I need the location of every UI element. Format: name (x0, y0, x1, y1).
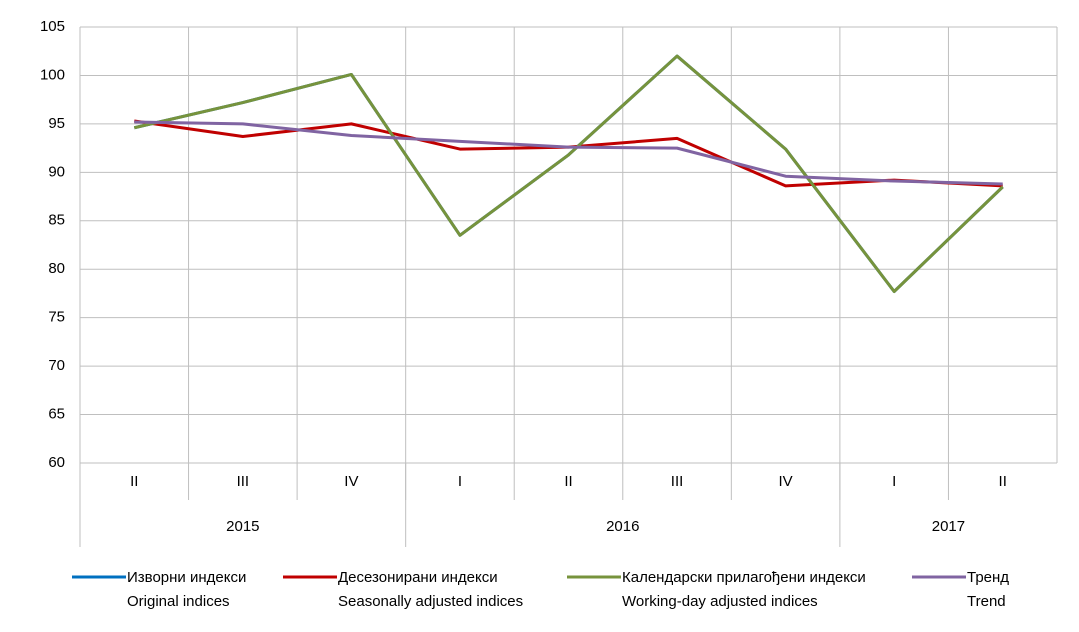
y-tick-label: 75 (48, 309, 65, 326)
y-tick-label: 80 (48, 260, 65, 277)
x-tick-label: II (130, 473, 138, 490)
x-tick-label: IV (779, 473, 793, 490)
x-tick-label: III (237, 473, 250, 490)
y-tick-label: 95 (48, 115, 65, 132)
y-tick-label: 100 (40, 66, 65, 83)
x-tick-label: II (564, 473, 572, 490)
series-line (134, 120, 1003, 186)
y-tick-label: 65 (48, 406, 65, 423)
y-tick-label: 85 (48, 212, 65, 229)
series-line (133, 54, 1004, 294)
y-tick-label: 90 (48, 163, 65, 180)
series-line (133, 54, 1004, 294)
legend-label-en: Trend (967, 593, 1006, 610)
y-tick-label: 70 (48, 357, 65, 374)
legend-label: Десезонирани индекси (338, 569, 498, 586)
year-label: 2015 (226, 518, 259, 535)
year-label: 2017 (932, 518, 965, 535)
y-tick-label: 105 (40, 18, 65, 35)
legend-label: Тренд (967, 569, 1009, 586)
legend-label-en: Original indices (127, 593, 230, 610)
legend-label: Изворни индекси (127, 569, 246, 586)
year-label: 2016 (606, 518, 639, 535)
legend-label-en: Seasonally adjusted indices (338, 593, 523, 610)
x-tick-label: I (458, 473, 462, 490)
x-tick-label: II (999, 473, 1007, 490)
x-tick-label: IV (344, 473, 358, 490)
x-tick-label: I (892, 473, 896, 490)
legend-label: Календарски прилагођени индекси (622, 569, 866, 586)
legend-label-en: Working-day adjusted indices (622, 593, 818, 610)
x-tick-label: III (671, 473, 684, 490)
y-tick-label: 60 (48, 454, 65, 471)
